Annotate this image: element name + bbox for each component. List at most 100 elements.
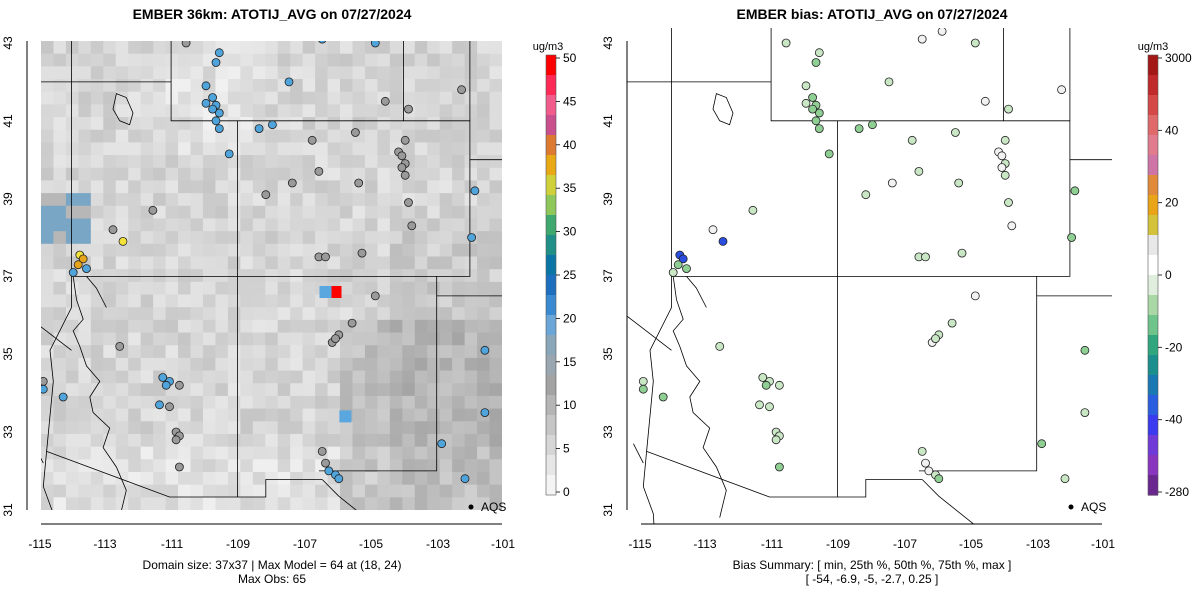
model-grid-cell <box>290 497 304 510</box>
model-grid-cell <box>340 66 353 80</box>
aqs-site-marker <box>201 81 211 91</box>
model-grid-cell <box>277 155 291 169</box>
left-title: EMBER 36km: ATOTIJ_AVG on 07/27/2024 <box>133 6 412 22</box>
model-grid-cell <box>427 471 441 486</box>
left-y-tick-4: 35 <box>1 347 15 361</box>
model-grid-cell <box>352 471 366 486</box>
model-grid-cell <box>115 41 129 55</box>
colorbar-swatch <box>546 235 556 256</box>
model-grid-cell <box>215 319 229 333</box>
model-grid-cell <box>364 205 378 219</box>
model-grid-cell <box>327 433 341 448</box>
aqs-site-marker <box>914 166 924 176</box>
model-grid-cell <box>414 155 428 169</box>
model-grid-cell <box>53 433 67 448</box>
model-grid-cell <box>302 319 316 333</box>
model-grid-cell <box>364 193 378 207</box>
model-grid-cell <box>427 41 441 55</box>
model-grid-cell <box>103 383 117 397</box>
model-grid-cell <box>489 91 502 105</box>
model-grid-cell <box>215 497 229 510</box>
right-x-tick-6: -103 <box>1026 537 1050 551</box>
model-grid-cell <box>477 357 490 371</box>
model-grid-cell <box>427 193 441 207</box>
model-grid-cell <box>389 497 403 510</box>
model-grid-cell <box>290 294 304 308</box>
model-grid-cell <box>302 167 316 181</box>
model-grid-cell <box>202 370 216 384</box>
model-grid-cell <box>427 180 441 194</box>
model-grid-cell <box>128 395 142 409</box>
model-grid-cell <box>190 142 204 156</box>
aqs-site-marker <box>211 116 221 126</box>
model-grid-cell <box>190 281 204 295</box>
model-grid-cell <box>41 357 54 371</box>
model-grid-cell <box>477 167 490 181</box>
model-grid-cell <box>41 307 54 321</box>
model-grid-cell <box>427 205 441 219</box>
model-grid-cell <box>439 395 453 409</box>
model-grid-cell <box>165 294 179 308</box>
model-grid-cell <box>240 193 254 207</box>
model-grid-cell <box>41 117 54 131</box>
model-grid-cell <box>352 497 366 510</box>
model-grid-cell <box>402 446 416 460</box>
model-grid-cell <box>90 332 104 346</box>
model-grid-cell <box>340 155 353 169</box>
model-grid-cell <box>489 243 502 257</box>
state-border-line <box>42 451 53 510</box>
aqs-site-marker <box>868 120 877 130</box>
model-grid-cell <box>41 91 54 105</box>
model-grid-cell <box>165 319 179 333</box>
model-grid-cell <box>215 294 229 308</box>
model-grid-cell <box>178 79 191 93</box>
model-grid-cell <box>103 395 117 409</box>
model-grid-cell <box>128 484 142 498</box>
model-grid-cell <box>427 357 441 371</box>
model-grid-cell <box>402 459 416 473</box>
model-grid-cell <box>227 484 241 498</box>
model-grid-cell <box>340 243 353 257</box>
model-grid-cell <box>202 484 216 498</box>
model-grid-cell <box>402 79 416 93</box>
model-grid-cell <box>340 345 353 359</box>
model-grid-cell <box>78 218 92 232</box>
model-grid-cell <box>128 294 142 308</box>
model-grid-cell <box>427 142 441 156</box>
model-grid-cell <box>302 446 316 460</box>
model-grid-cell <box>402 231 416 245</box>
right-y-tick-5: 33 <box>601 425 615 439</box>
aqs-site-marker <box>284 77 294 87</box>
right-axes: -115 -113 -111 -109 -107 -105 -103 -101 … <box>601 36 1115 551</box>
model-grid-cell <box>215 395 229 409</box>
model-grid-cell <box>290 129 304 143</box>
model-grid-cell <box>290 446 304 460</box>
model-grid-cell <box>140 497 154 510</box>
colorbar-tick-label: 15 <box>563 355 577 369</box>
model-grid-cell <box>389 319 403 333</box>
model-grid-cell <box>252 205 266 219</box>
model-grid-cell <box>315 484 328 498</box>
model-grid-cell <box>265 357 279 371</box>
model-grid-cell <box>115 53 129 67</box>
model-grid-cell <box>65 117 79 131</box>
model-grid-cell <box>215 243 229 257</box>
model-grid-cell <box>427 421 441 435</box>
model-grid-cell <box>240 345 254 359</box>
model-grid-cell <box>240 357 254 371</box>
model-grid-cell <box>90 66 104 80</box>
model-grid-cell <box>65 383 79 397</box>
aqs-site-marker <box>682 264 691 274</box>
model-grid-cell <box>165 408 179 422</box>
aqs-site-marker <box>397 151 407 161</box>
model-grid-cell <box>377 357 391 371</box>
aqs-site-marker <box>917 34 927 44</box>
aqs-site-marker <box>287 178 297 188</box>
model-grid-cell <box>315 180 328 194</box>
model-grid-cell <box>464 129 478 143</box>
model-grid-cell <box>290 471 304 486</box>
left-y-tick-0: 43 <box>1 36 15 50</box>
aqs-site-marker <box>811 58 821 67</box>
model-grid-cell <box>377 395 391 409</box>
